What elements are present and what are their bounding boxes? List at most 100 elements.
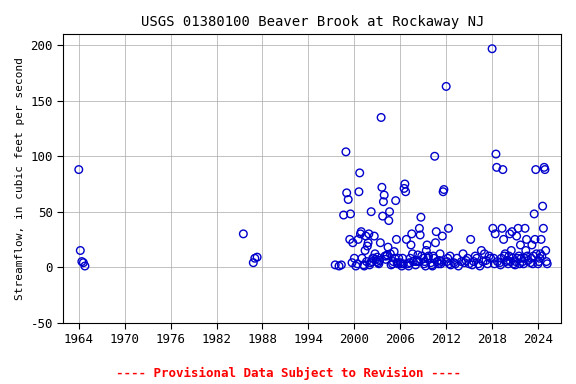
Point	[337, 262, 346, 268]
Point	[415, 225, 424, 232]
Point	[532, 251, 541, 257]
Point	[363, 240, 373, 246]
Point	[526, 260, 535, 266]
Point	[400, 185, 409, 192]
Point	[335, 263, 344, 269]
Point	[436, 261, 445, 267]
Point	[434, 261, 443, 267]
Point	[439, 187, 449, 193]
Point	[509, 261, 518, 267]
Point	[521, 247, 530, 253]
Point	[393, 260, 402, 266]
Point	[517, 255, 526, 262]
Point	[526, 255, 536, 262]
Point	[412, 258, 421, 265]
Point	[422, 242, 431, 248]
Point	[252, 254, 262, 260]
Point	[397, 263, 407, 269]
Point	[339, 212, 348, 218]
Point	[529, 211, 539, 217]
Point	[543, 261, 552, 267]
Point	[531, 167, 540, 173]
Point	[250, 255, 259, 262]
Point	[501, 251, 510, 257]
Point	[445, 253, 454, 259]
Point	[382, 252, 392, 258]
Point	[451, 261, 460, 267]
Point	[375, 257, 384, 263]
Point	[398, 255, 407, 262]
Point	[366, 209, 376, 215]
Point	[386, 251, 395, 257]
Point	[361, 247, 370, 253]
Point	[468, 262, 477, 268]
Point	[503, 261, 513, 267]
Point	[393, 261, 403, 267]
Point	[515, 261, 524, 267]
Point	[540, 167, 550, 173]
Point	[399, 261, 408, 267]
Point	[361, 233, 370, 239]
Point	[386, 262, 396, 268]
Point	[408, 251, 417, 257]
Point	[431, 240, 440, 246]
Point	[514, 225, 523, 232]
Point	[520, 255, 529, 262]
Point	[460, 260, 469, 266]
Point	[372, 258, 381, 265]
Point	[466, 236, 475, 242]
Point	[405, 260, 414, 266]
Point	[522, 236, 531, 242]
Point	[380, 192, 389, 198]
Point	[458, 251, 468, 257]
Point	[488, 225, 498, 232]
Point	[507, 228, 517, 235]
Point	[527, 242, 536, 248]
Point	[428, 263, 437, 269]
Point	[74, 167, 84, 173]
Point	[396, 260, 405, 266]
Point	[378, 213, 387, 219]
Point	[382, 253, 391, 259]
Point	[491, 151, 501, 157]
Point	[438, 233, 447, 239]
Point	[355, 170, 364, 176]
Point	[369, 255, 378, 262]
Point	[444, 225, 453, 232]
Point	[540, 164, 549, 170]
Point	[357, 228, 366, 235]
Point	[487, 46, 497, 52]
Point	[356, 231, 365, 237]
Point	[500, 253, 509, 259]
Point	[353, 261, 362, 267]
Point	[471, 253, 480, 259]
Point	[370, 233, 379, 239]
Point	[381, 256, 391, 262]
Point	[457, 258, 466, 265]
Point	[359, 263, 369, 269]
Point	[363, 243, 372, 249]
Point	[379, 199, 388, 205]
Point	[498, 225, 507, 232]
Point	[442, 258, 452, 265]
Point	[505, 253, 514, 259]
Point	[419, 255, 428, 262]
Point	[344, 197, 353, 203]
Point	[473, 261, 483, 267]
Point	[475, 263, 484, 269]
Point	[541, 247, 550, 253]
Point	[367, 258, 377, 265]
Point	[519, 261, 528, 267]
Point	[433, 258, 442, 265]
Point	[80, 263, 89, 269]
Point	[424, 253, 433, 259]
Point	[377, 184, 386, 190]
Point	[75, 247, 85, 253]
Point	[79, 260, 88, 266]
Point	[514, 253, 524, 259]
Point	[516, 242, 525, 248]
Point	[331, 262, 340, 268]
Point	[524, 257, 533, 263]
Point	[368, 255, 377, 262]
Point	[407, 231, 416, 237]
